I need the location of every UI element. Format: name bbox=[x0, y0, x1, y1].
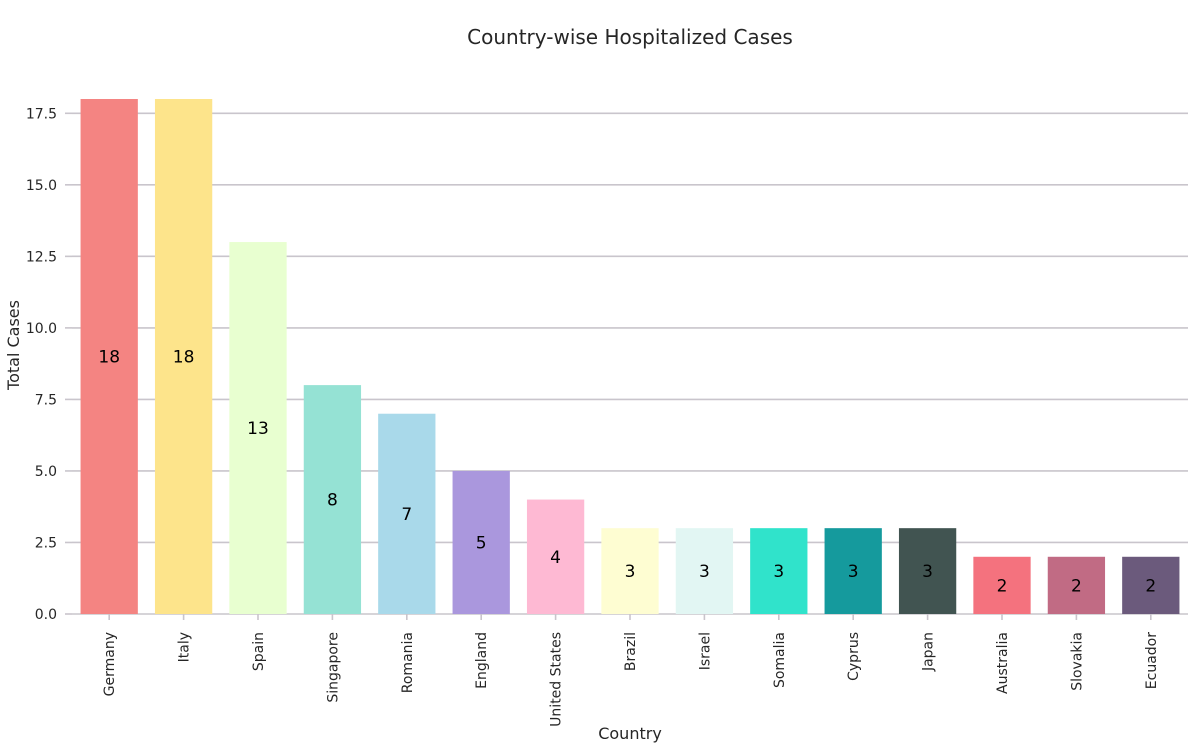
data-label: 3 bbox=[625, 562, 636, 582]
x-tick-label: Slovakia bbox=[1069, 632, 1085, 691]
data-label: 2 bbox=[1071, 576, 1082, 596]
x-tick-label: Japan bbox=[921, 632, 937, 672]
data-label: 7 bbox=[401, 505, 412, 525]
bar-singapore bbox=[303, 385, 362, 614]
x-tick-label: Romania bbox=[400, 632, 416, 693]
x-tick-label: Australia bbox=[995, 632, 1011, 694]
x-axis-label: Country bbox=[598, 724, 662, 743]
y-axis-ticks: 0.0 2.5 5.0 7.5 10.0 12.5 15.0 17.5 bbox=[26, 106, 72, 623]
x-tick-label: Ecuador bbox=[1144, 632, 1160, 689]
y-tick-label: 17.5 bbox=[26, 106, 57, 122]
x-tick-label: Spain bbox=[251, 632, 267, 671]
data-label: 3 bbox=[773, 562, 784, 582]
bar-australia bbox=[973, 556, 1031, 614]
bar-romania bbox=[378, 413, 436, 614]
bar-united-states bbox=[526, 499, 585, 614]
bar-england bbox=[452, 470, 510, 614]
x-tick-label: United States bbox=[549, 632, 565, 727]
data-label: 2 bbox=[997, 576, 1008, 596]
data-label: 18 bbox=[173, 348, 195, 368]
x-tick-label: Cyprus bbox=[846, 632, 862, 681]
chart-title: Country-wise Hospitalized Cases bbox=[467, 25, 793, 49]
bar-spain bbox=[229, 242, 287, 615]
bar-cyprus bbox=[824, 528, 882, 614]
x-tick-label: Germany bbox=[102, 632, 118, 696]
bars bbox=[80, 99, 1180, 615]
data-label: 13 bbox=[247, 419, 269, 439]
data-label: 18 bbox=[98, 348, 120, 368]
bar-somalia bbox=[750, 528, 808, 614]
data-labels: 18 18 13 8 7 5 4 3 3 3 3 3 2 2 2 bbox=[98, 348, 1156, 597]
bar-israel bbox=[675, 528, 734, 614]
y-tick-label: 5.0 bbox=[35, 464, 57, 480]
data-label: 4 bbox=[550, 548, 561, 568]
x-tick-label: England bbox=[474, 632, 490, 689]
y-tick-label: 10.0 bbox=[26, 321, 57, 337]
y-tick-label: 7.5 bbox=[35, 392, 57, 408]
y-tick-label: 2.5 bbox=[35, 535, 57, 551]
data-label: 3 bbox=[848, 562, 859, 582]
bar-ecuador bbox=[1122, 556, 1180, 614]
x-axis-ticks: Germany Italy Spain Singapore Romania England… bbox=[102, 614, 1160, 727]
bar-japan bbox=[898, 528, 957, 614]
bar-brazil bbox=[601, 528, 659, 614]
data-label: 3 bbox=[699, 562, 710, 582]
bar-italy bbox=[154, 99, 213, 614]
x-tick-label: Italy bbox=[177, 632, 193, 662]
data-label: 5 bbox=[476, 533, 487, 553]
x-tick-label: Israel bbox=[697, 632, 713, 670]
y-axis-label: Total Cases bbox=[4, 300, 23, 391]
y-tick-label: 0.0 bbox=[35, 607, 57, 623]
y-tick-label: 12.5 bbox=[26, 249, 57, 265]
data-label: 3 bbox=[922, 562, 933, 582]
data-label: 8 bbox=[327, 491, 338, 511]
data-label: 2 bbox=[1145, 576, 1156, 596]
y-tick-label: 15.0 bbox=[26, 178, 57, 194]
x-tick-label: Singapore bbox=[325, 632, 341, 703]
bar-slovakia bbox=[1047, 556, 1106, 614]
x-tick-label: Brazil bbox=[623, 632, 639, 671]
bar-germany bbox=[80, 99, 138, 614]
x-tick-label: Somalia bbox=[772, 632, 788, 688]
